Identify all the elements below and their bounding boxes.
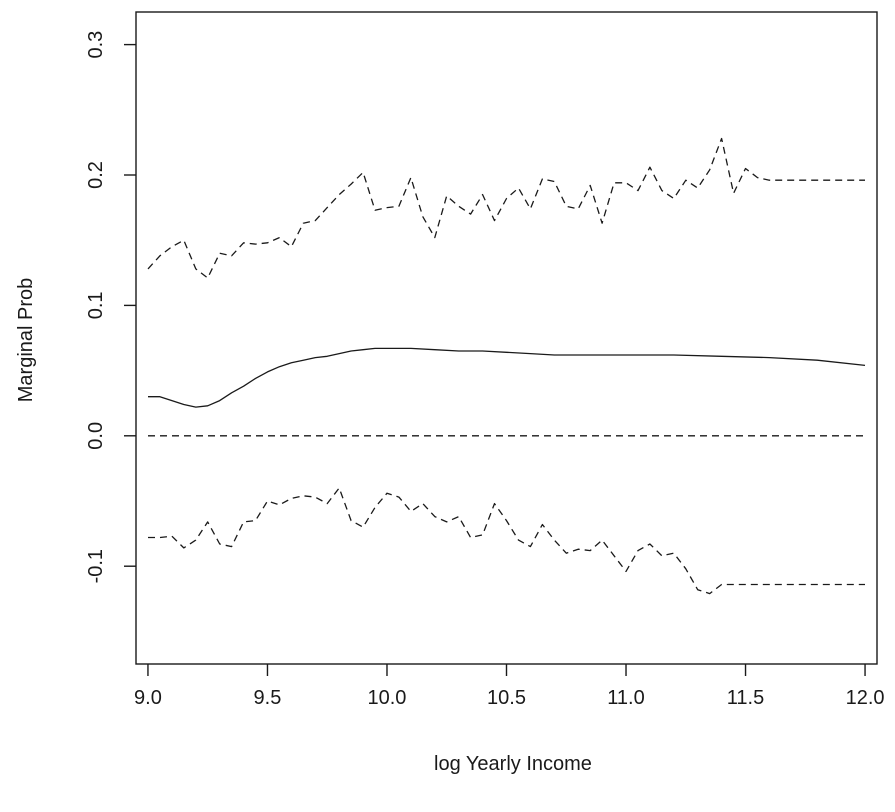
y-tick-label: 0.3	[85, 31, 107, 59]
series-layer	[147, 137, 866, 595]
x-tick-label: 11.0	[607, 687, 644, 709]
series-line-2	[148, 487, 865, 595]
x-tick-label: 10.5	[487, 687, 526, 709]
x-tick-label: 11.5	[727, 687, 764, 709]
x-tick-label: 10.0	[368, 687, 407, 709]
y-axis: -0.1 0.0 0.1 0.2 0.3	[85, 31, 136, 583]
x-axis-title: log Yearly Income	[434, 753, 592, 775]
series-line-1	[147, 137, 865, 279]
x-tick-label: 12.0	[846, 687, 885, 709]
y-tick-label: 0.2	[85, 161, 107, 189]
y-tick-label: -0.1	[85, 549, 107, 583]
plot-frame	[135, 11, 878, 665]
x-tick-label: 9.0	[134, 687, 162, 709]
y-tick-label: 0.1	[85, 291, 107, 319]
series-line-0	[148, 347, 866, 408]
x-tick-label: 9.5	[254, 687, 282, 709]
x-axis: 9.0 9.5 10.0 10.5 11.0 11.5 12.0	[134, 664, 885, 709]
y-tick-label: 0.0	[85, 422, 107, 450]
y-axis-title: Marginal Prob	[15, 278, 37, 403]
